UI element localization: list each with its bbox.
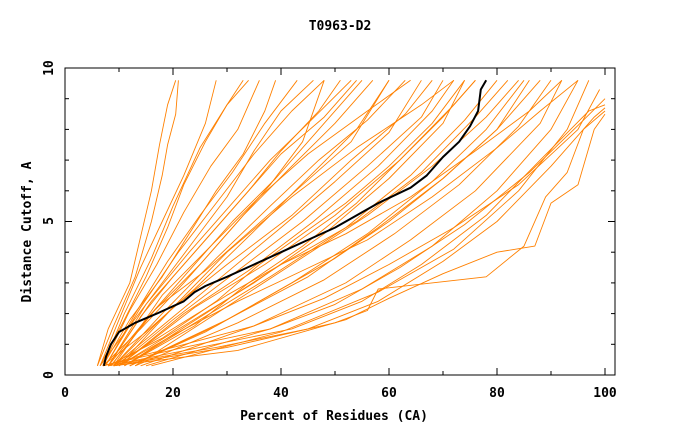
plot-area bbox=[96, 79, 606, 367]
highlight-series-line bbox=[102, 79, 488, 367]
axis-ticks bbox=[64, 67, 615, 376]
model-series-line bbox=[129, 80, 530, 367]
model-series-line bbox=[102, 80, 260, 366]
x-tick-label: 60 bbox=[381, 386, 397, 401]
model-series-line bbox=[96, 80, 177, 366]
x-axis-label: Percent of Residues (CA) bbox=[240, 409, 428, 424]
model-series-line bbox=[99, 79, 314, 367]
y-tick-label: 5 bbox=[42, 217, 57, 225]
model-series-line bbox=[110, 80, 390, 367]
model-series-line bbox=[113, 79, 406, 367]
model-series-line bbox=[102, 89, 600, 367]
model-series-line bbox=[151, 80, 590, 367]
x-tick-label: 20 bbox=[165, 386, 181, 401]
x-tick-label: 40 bbox=[273, 386, 289, 401]
model-series-line bbox=[118, 79, 455, 367]
model-series-line bbox=[113, 79, 563, 367]
model-series-line bbox=[113, 80, 422, 367]
model-series-line bbox=[135, 80, 552, 367]
model-series-line bbox=[99, 80, 249, 367]
model-series-line bbox=[118, 79, 579, 367]
x-tick-label: 0 bbox=[61, 386, 69, 401]
model-series-line bbox=[108, 104, 606, 367]
model-series-line bbox=[107, 80, 465, 367]
x-tick-label: 80 bbox=[489, 386, 505, 401]
y-tick-label: 0 bbox=[42, 371, 57, 379]
model-series-line bbox=[118, 80, 466, 367]
model-series-line bbox=[113, 110, 606, 367]
model-series-line bbox=[118, 80, 455, 367]
model-series-line bbox=[113, 113, 606, 367]
model-series-line bbox=[105, 79, 325, 367]
model-series-line bbox=[107, 80, 363, 367]
y-tick-label: 10 bbox=[42, 60, 57, 76]
model-series-line bbox=[105, 80, 298, 367]
model-series-line bbox=[96, 80, 179, 366]
model-series-line bbox=[102, 98, 606, 367]
model-series-line bbox=[107, 80, 357, 367]
chart-title: T0963-D2 bbox=[309, 19, 372, 34]
model-series-line bbox=[116, 80, 444, 367]
model-series-line bbox=[134, 80, 519, 367]
model-series-line bbox=[113, 79, 411, 367]
model-series-line bbox=[99, 80, 217, 366]
model-series-line bbox=[102, 80, 325, 367]
model-series-line bbox=[124, 80, 476, 367]
y-axis-label: Distance Cutoff, A bbox=[20, 161, 35, 302]
model-series-line bbox=[102, 80, 390, 367]
model-series-line bbox=[108, 107, 606, 367]
x-tick-label: 100 bbox=[593, 386, 617, 401]
